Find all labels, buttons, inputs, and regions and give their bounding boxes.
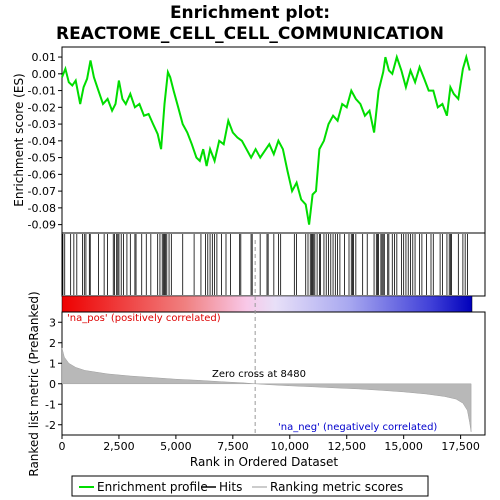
metric-y-tick-label: 1 (49, 357, 56, 370)
es-y-tick-label: -0.03 (28, 118, 56, 131)
es-y-tick-label: -0.06 (28, 168, 56, 181)
es-y-tick-label: -0.04 (28, 135, 56, 148)
legend: Enrichment profile Hits Ranking metric s… (72, 476, 428, 496)
x-tick-label: 10,000 (271, 440, 310, 453)
metric-x-ticks: 0 2,500 5,000 7,500 10,000 12,500 15,000 17,500 (59, 435, 480, 453)
metric-y-tick-label: -1 (45, 398, 56, 411)
es-y-tick-label: -0.07 (28, 185, 56, 198)
metric-y-tick-label: -2 (45, 419, 56, 432)
es-y-tick-label: -0.02 (28, 101, 56, 114)
negative-correlation-label: 'na_neg' (negatively correlated) (278, 422, 437, 433)
es-y-tick-label: 0.00 (32, 68, 57, 81)
metric-y-tick-label: 0 (49, 378, 56, 391)
metric-y-ticks: 3 2 1 0 -1 -2 (45, 316, 62, 432)
es-y-tick-label: -0.05 (28, 152, 56, 165)
x-tick-label: 5,000 (160, 440, 192, 453)
metric-y-tick-label: 3 (49, 316, 56, 329)
es-panel-frame (62, 47, 485, 233)
x-tick-label: 15,000 (384, 440, 423, 453)
metric-y-tick-label: 2 (49, 337, 56, 350)
x-axis-label: Rank in Ordered Dataset (190, 455, 338, 469)
x-tick-label: 17,500 (441, 440, 480, 453)
es-y-tick-label: -0.01 (28, 85, 56, 98)
rank-color-bar (62, 296, 472, 312)
title-line-1: Enrichment plot: (170, 3, 330, 23)
x-tick-label: 0 (59, 440, 66, 453)
positive-correlation-label: 'na_pos' (positively correlated) (67, 313, 221, 324)
es-y-tick-label: 0.01 (32, 51, 57, 64)
es-y-axis-label: Enrichment score (ES) (12, 73, 26, 206)
hits-panel (62, 233, 485, 296)
legend-enrichment-label: Enrichment profile (97, 480, 208, 494)
legend-hits-label: Hits (219, 480, 242, 494)
es-y-ticks: 0.01 0.00 -0.01 -0.02 -0.03 -0.04 -0.05 -0.06 -0… (28, 51, 62, 232)
title-line-2: REACTOME_CELL_CELL_COMMUNICATION (56, 24, 444, 44)
x-tick-label: 7,500 (217, 440, 249, 453)
zero-cross-label: Zero cross at 8480 (212, 369, 306, 380)
metric-y-axis-label: Ranked list metric (PreRanked) (27, 291, 41, 476)
es-y-tick-label: -0.08 (28, 202, 56, 215)
x-tick-label: 2,500 (103, 440, 135, 453)
es-panel: 0.01 0.00 -0.01 -0.02 -0.03 -0.04 -0.05 -0.06 -0… (12, 47, 485, 233)
es-y-tick-label: -0.09 (28, 219, 56, 232)
legend-metric-label: Ranking metric scores (270, 480, 403, 494)
x-tick-label: 12,500 (327, 440, 366, 453)
